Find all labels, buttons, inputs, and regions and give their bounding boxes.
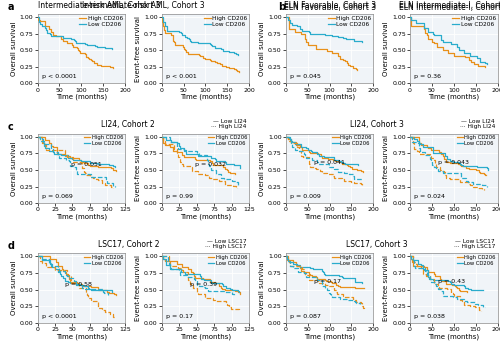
- Legend: High CD206, Low CD206: High CD206, Low CD206: [456, 254, 496, 266]
- Text: p = 0.032: p = 0.032: [195, 162, 226, 167]
- X-axis label: Time (months): Time (months): [428, 94, 480, 101]
- X-axis label: Time (months): Time (months): [428, 333, 480, 340]
- Text: p = 0.087: p = 0.087: [290, 314, 321, 319]
- Text: — Low LI24: — Low LI24: [462, 119, 495, 125]
- Legend: High CD206, Low CD206: High CD206, Low CD206: [78, 15, 124, 27]
- Title: ELN Favorable, Cohort 3: ELN Favorable, Cohort 3: [284, 3, 376, 12]
- Y-axis label: Overall survival: Overall survival: [259, 22, 265, 76]
- Legend: High CD206, Low CD206: High CD206, Low CD206: [456, 135, 496, 146]
- Text: p = 0.069: p = 0.069: [42, 194, 72, 199]
- X-axis label: Time (months): Time (months): [304, 333, 355, 340]
- Text: — Low LSC17: — Low LSC17: [207, 239, 246, 244]
- Text: LSC17, Cohort 2: LSC17, Cohort 2: [98, 240, 159, 249]
- Text: p = 0.051: p = 0.051: [70, 162, 102, 167]
- Text: LSC17, Cohort 3: LSC17, Cohort 3: [346, 240, 408, 249]
- Legend: High CD206, Low CD206: High CD206, Low CD206: [332, 254, 372, 266]
- Text: LI24, Cohort 2: LI24, Cohort 2: [102, 120, 155, 129]
- X-axis label: Time (months): Time (months): [180, 333, 231, 340]
- Text: — Low LSC17: — Low LSC17: [456, 239, 495, 244]
- Y-axis label: Event-free survival: Event-free survival: [135, 135, 141, 201]
- Text: ELN Favorable, Cohort 3: ELN Favorable, Cohort 3: [284, 1, 376, 10]
- Text: p < 0.0001: p < 0.0001: [42, 314, 76, 319]
- Y-axis label: Overall survival: Overall survival: [11, 22, 17, 76]
- Y-axis label: Overall survival: Overall survival: [384, 22, 390, 76]
- Text: p < 0.0001: p < 0.0001: [42, 74, 76, 79]
- X-axis label: Time (months): Time (months): [56, 333, 107, 340]
- Text: ··· High LI24: ··· High LI24: [212, 124, 246, 129]
- Legend: High CD206, Low CD206: High CD206, Low CD206: [452, 15, 496, 27]
- Text: Intermediate-risk AML, Cohort 3: Intermediate-risk AML, Cohort 3: [82, 1, 204, 10]
- Legend: High CD206, Low CD206: High CD206, Low CD206: [203, 15, 248, 27]
- Legend: High CD206, Low CD206: High CD206, Low CD206: [208, 135, 248, 146]
- Text: c: c: [8, 122, 13, 132]
- Text: d: d: [8, 242, 14, 252]
- Text: p = 0.009: p = 0.009: [290, 194, 321, 199]
- Legend: High CD206, Low CD206: High CD206, Low CD206: [332, 135, 372, 146]
- Text: p < 0.001: p < 0.001: [166, 74, 197, 79]
- Text: p = 0.041: p = 0.041: [314, 160, 344, 165]
- Text: p = 0.58: p = 0.58: [66, 281, 92, 287]
- X-axis label: Time (months): Time (months): [56, 214, 107, 220]
- Legend: High CD206, Low CD206: High CD206, Low CD206: [84, 135, 124, 146]
- Text: b: b: [278, 2, 285, 12]
- Text: — Low LI24: — Low LI24: [213, 119, 246, 125]
- Y-axis label: Overall survival: Overall survival: [11, 261, 17, 315]
- Title: ELN Intermediate-I, Cohort 3: ELN Intermediate-I, Cohort 3: [399, 3, 500, 12]
- X-axis label: Time (months): Time (months): [180, 94, 231, 101]
- X-axis label: Time (months): Time (months): [180, 214, 231, 220]
- X-axis label: Time (months): Time (months): [304, 94, 355, 101]
- Legend: High CD206, Low CD206: High CD206, Low CD206: [84, 254, 124, 266]
- Text: p = 0.024: p = 0.024: [414, 194, 446, 199]
- Legend: High CD206, Low CD206: High CD206, Low CD206: [327, 15, 372, 27]
- Text: p = 0.39: p = 0.39: [190, 281, 217, 287]
- Text: Intermediate-risk AML, Cohort 3: Intermediate-risk AML, Cohort 3: [38, 1, 160, 10]
- Text: ··· High LSC17: ··· High LSC17: [206, 244, 246, 249]
- X-axis label: Time (months): Time (months): [304, 214, 355, 220]
- Y-axis label: Event-free survival: Event-free survival: [135, 255, 141, 321]
- Text: ··· High LI24: ··· High LI24: [460, 124, 495, 129]
- Text: p = 0.038: p = 0.038: [414, 314, 446, 319]
- Y-axis label: Overall survival: Overall survival: [11, 141, 17, 196]
- Text: ··· High LSC17: ··· High LSC17: [454, 244, 495, 249]
- Y-axis label: Overall survival: Overall survival: [259, 141, 265, 196]
- Legend: High CD206, Low CD206: High CD206, Low CD206: [208, 254, 248, 266]
- Text: p = 0.043: p = 0.043: [438, 160, 469, 165]
- Text: p = 0.36: p = 0.36: [414, 74, 442, 79]
- Text: p = 0.17: p = 0.17: [166, 314, 193, 319]
- Y-axis label: Overall survival: Overall survival: [259, 261, 265, 315]
- Text: a: a: [8, 2, 14, 12]
- X-axis label: Time (months): Time (months): [428, 214, 480, 220]
- Text: ELN Intermediate-I, Cohort 3: ELN Intermediate-I, Cohort 3: [399, 1, 500, 10]
- Y-axis label: Event-free survival: Event-free survival: [384, 135, 390, 201]
- X-axis label: Time (months): Time (months): [56, 94, 107, 101]
- Text: p = 0.99: p = 0.99: [166, 194, 193, 199]
- Text: p = 0.045: p = 0.045: [290, 74, 321, 79]
- Text: p = 0.17: p = 0.17: [314, 279, 341, 285]
- Y-axis label: Event-free survival: Event-free survival: [135, 16, 141, 82]
- Text: p = 0.43: p = 0.43: [438, 279, 465, 285]
- Y-axis label: Event-free survival: Event-free survival: [384, 255, 390, 321]
- Text: LI24, Cohort 3: LI24, Cohort 3: [350, 120, 404, 129]
